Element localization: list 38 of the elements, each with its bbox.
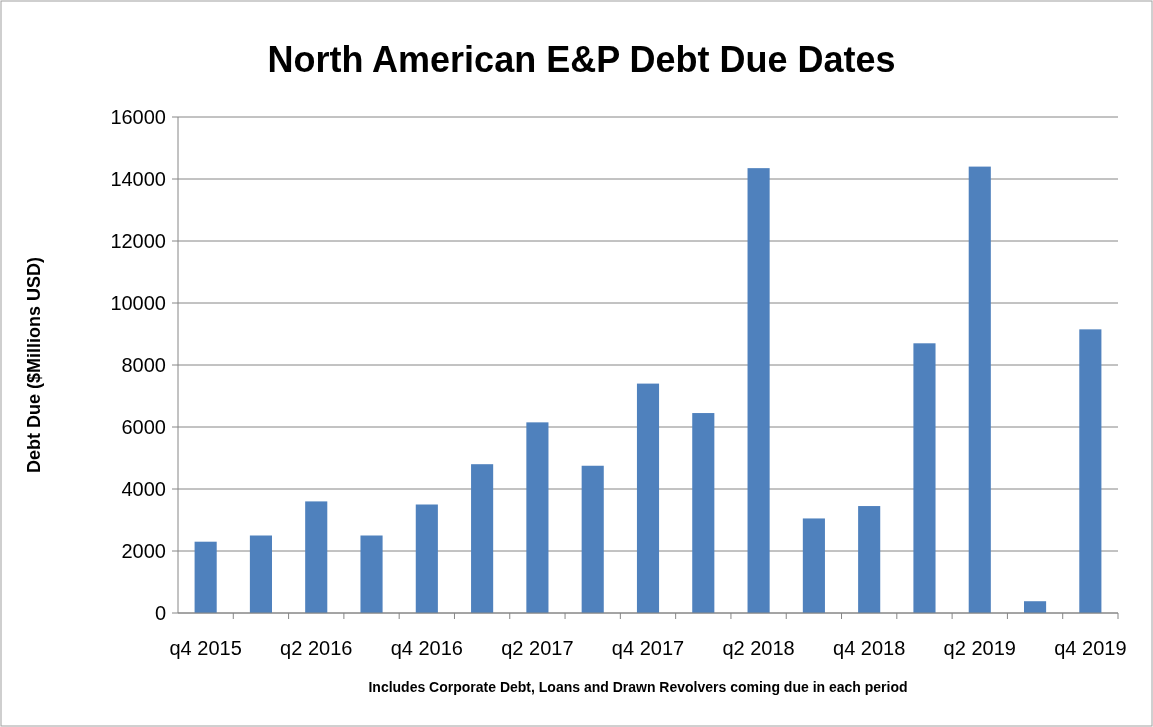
x-axis-title: Includes Corporate Debt, Loans and Drawn Revolvers coming due in each period [368,679,908,695]
bar [471,464,494,613]
bar [194,541,217,613]
bar [968,166,991,613]
y-tick-label: 8000 [121,354,166,376]
x-tick-label: q4 2017 [611,637,685,659]
x-tick-label: q2 2018 [722,637,795,659]
y-tick-label: 0 [154,602,166,624]
bar [249,535,272,613]
x-tick-label: q4 2019 [1054,637,1127,659]
y-tick-label: 10000 [110,292,166,314]
y-tick-label: 12000 [110,230,166,252]
bar [1079,329,1102,613]
x-tick-label: q2 2016 [280,637,353,659]
x-tick-label: q4 2015 [169,637,242,659]
y-tick-label: 14000 [110,168,166,190]
chart-title: North American E&P Debt Due Dates [267,39,896,80]
y-tick-label: 4000 [121,478,166,500]
bar [802,518,825,613]
x-tick-label: q2 2019 [943,637,1016,659]
bar [1024,601,1047,613]
bar [360,535,383,613]
x-tick-label: q4 2018 [833,637,906,659]
bar [305,501,328,613]
bar [747,168,770,613]
x-tick-label: q4 2016 [390,637,463,659]
bar [526,422,549,613]
bar [636,383,660,613]
bar [692,413,715,613]
bar [581,465,604,613]
bar [415,504,438,613]
bar [858,506,881,613]
y-axis-title: Debt Due ($Millions USD) [24,256,44,474]
y-tick-label: 6000 [121,416,166,438]
x-tick-label: q2 2017 [501,637,574,659]
y-tick-label: 16000 [110,106,166,128]
y-tick-label: 2000 [121,540,166,562]
bar [913,343,936,613]
